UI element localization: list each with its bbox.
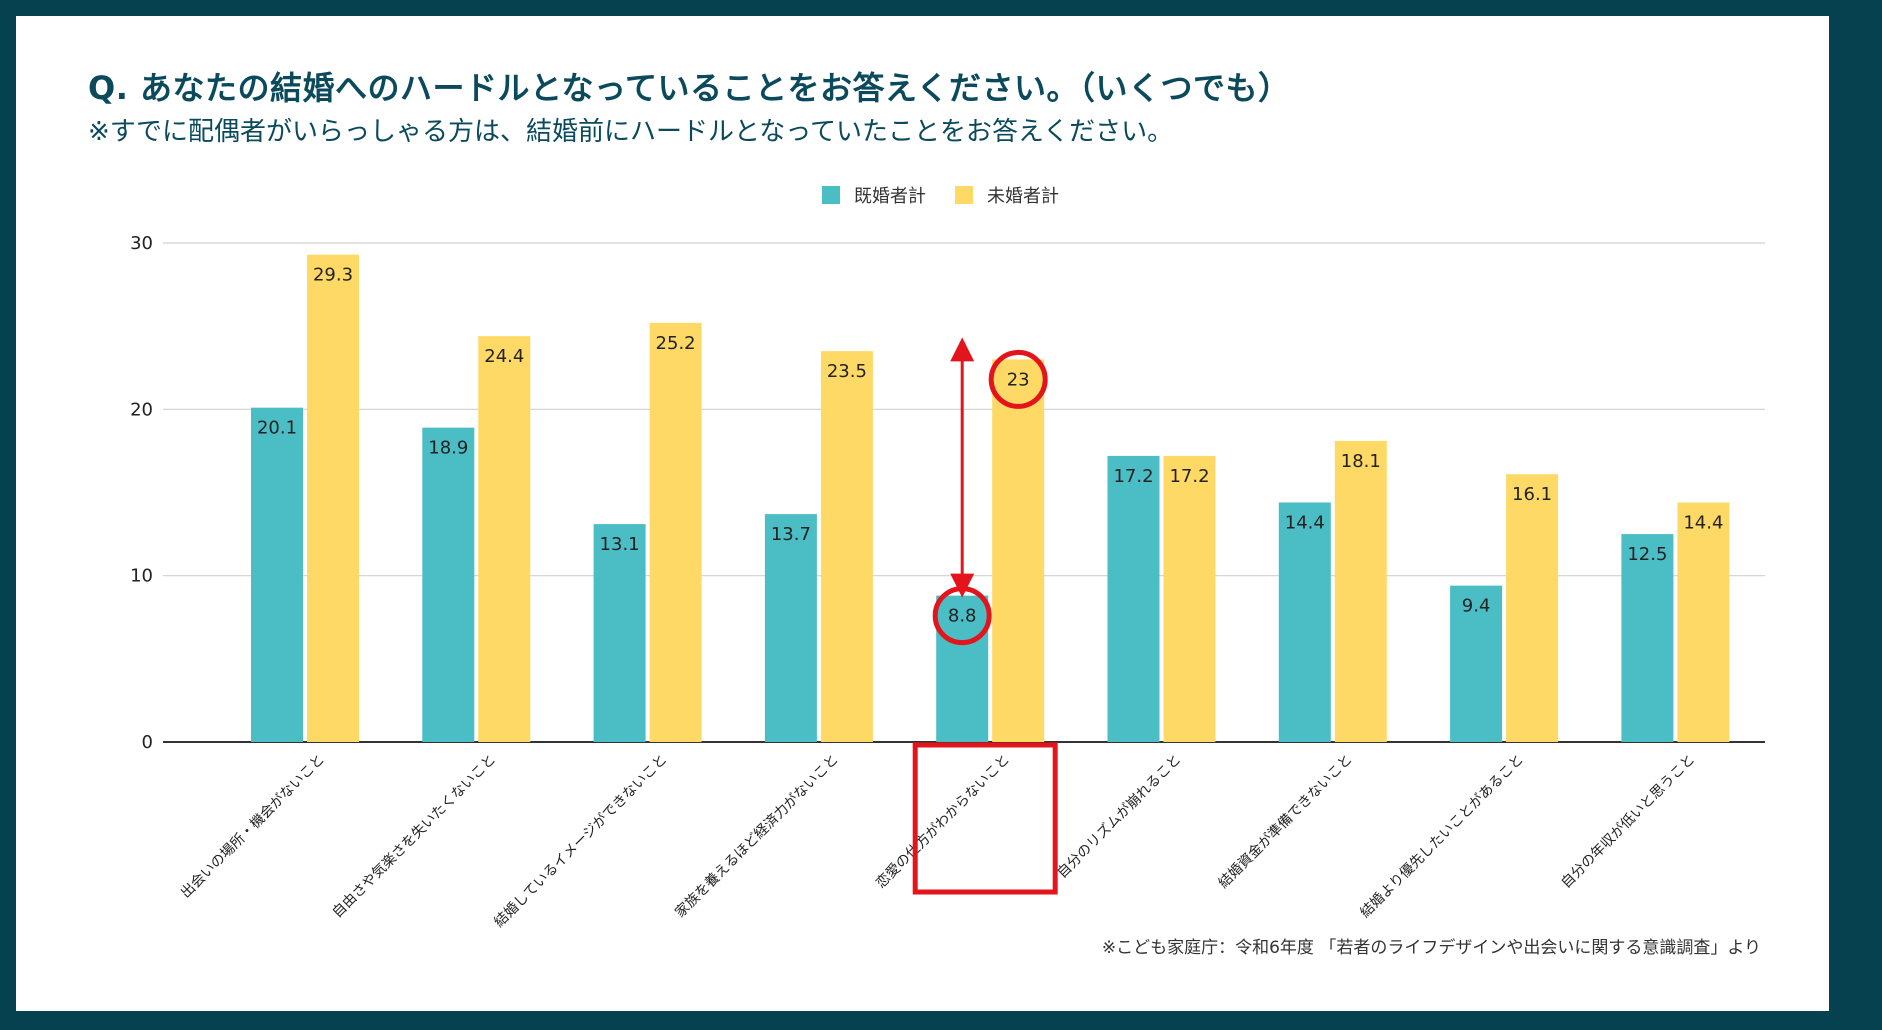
highlight-label-box [912, 742, 1058, 895]
bar-value-label: 24.4 [484, 346, 524, 367]
bar [307, 254, 359, 743]
bar-value-label: 8.8 [948, 606, 977, 627]
x-category-label: 結婚資金が準備できないこと [1216, 752, 1356, 892]
highlight-annotations [912, 337, 1058, 895]
bar [764, 514, 817, 742]
bar [1506, 474, 1559, 742]
highlight-circle [988, 349, 1048, 409]
bar [1334, 440, 1387, 742]
bar-value-label: 29.3 [313, 265, 353, 286]
chart-bars: 20.1 29.3 18.9 24.4 13.1 25.2 13.7 23.5 8.8 23 17.… [251, 254, 1730, 743]
bar-value-label: 16.1 [1512, 484, 1552, 505]
bar [251, 407, 303, 742]
bar [820, 351, 873, 742]
x-category-label: 自分の年収が低いと思うこと [1558, 752, 1698, 892]
bar [1278, 502, 1331, 742]
bar-value-label: 20.1 [257, 418, 297, 439]
bar [649, 322, 702, 742]
bar-value-label: 18.1 [1341, 451, 1381, 472]
x-category-label: 恋愛の仕方がわからないこと [872, 751, 1013, 892]
legend-swatch [822, 186, 840, 204]
bar-value-label: 17.2 [1169, 466, 1209, 487]
x-axis-labels: 出会いの場所・機会がないこと 自由さや気楽さを失いたくないこと結婚しているイメージ… [178, 751, 1698, 931]
bar-value-label: 14.4 [1683, 512, 1723, 533]
bar [936, 595, 989, 742]
bar-value-label: 18.9 [428, 438, 468, 459]
bar-value-label: 23.5 [827, 361, 867, 382]
legend-label: 既婚者計 [854, 186, 926, 207]
y-tick-label: 0 [142, 732, 153, 753]
page-subtitle: ※すでに配偶者がいらっしゃる方は、結婚前にハードルとなっていたことをお答えくださ… [88, 117, 1174, 147]
x-category-label: 家族を養えるほど経済力がないこと [672, 751, 842, 921]
bar-value-label: 17.2 [1113, 466, 1153, 487]
x-category-label: 自由さや気楽さを失いたくないこと [329, 752, 499, 922]
x-category-label: 結婚しているイメージができないこと [491, 752, 670, 931]
bar-value-label: 25.2 [656, 333, 696, 354]
chart-legend: 既婚者計 未婚者計 [822, 186, 1059, 207]
x-category-label: 自分のリズムが崩れること [1054, 752, 1184, 882]
bar [593, 524, 646, 742]
bar [1677, 502, 1730, 742]
y-tick-label: 10 [130, 566, 153, 587]
legend-swatch [955, 186, 973, 204]
bar-value-label: 13.7 [771, 524, 811, 545]
bar-value-label: 14.4 [1285, 512, 1325, 533]
bar [478, 336, 531, 742]
bar [1621, 534, 1674, 742]
bar-value-label: 23 [1007, 369, 1030, 390]
y-tick-label: 20 [130, 399, 153, 420]
y-axis-ticks: 0 10 20 30 [130, 233, 153, 753]
bar [1450, 585, 1503, 742]
page-title: Q. あなたの結婚へのハードルとなっていることをお答えください。（いくつでも） [88, 69, 1291, 107]
bar [1163, 455, 1216, 742]
x-category-label: 出会いの場所・機会がないこと [178, 752, 328, 902]
source-footnote: ※こども家庭庁：令和6年度 「若者のライフデザインや出会いに関する意識調査」より [1101, 938, 1761, 958]
bar [992, 359, 1045, 742]
bar-value-label: 12.5 [1627, 544, 1667, 565]
bar [1107, 455, 1160, 742]
y-tick-label: 30 [130, 233, 153, 254]
bar [422, 427, 475, 742]
x-category-label: 結婚より優先したいことがあること [1357, 752, 1527, 922]
legend-label: 未婚者計 [987, 186, 1059, 207]
bar-value-label: 13.1 [600, 534, 640, 555]
bar-value-label: 9.4 [1462, 596, 1491, 617]
